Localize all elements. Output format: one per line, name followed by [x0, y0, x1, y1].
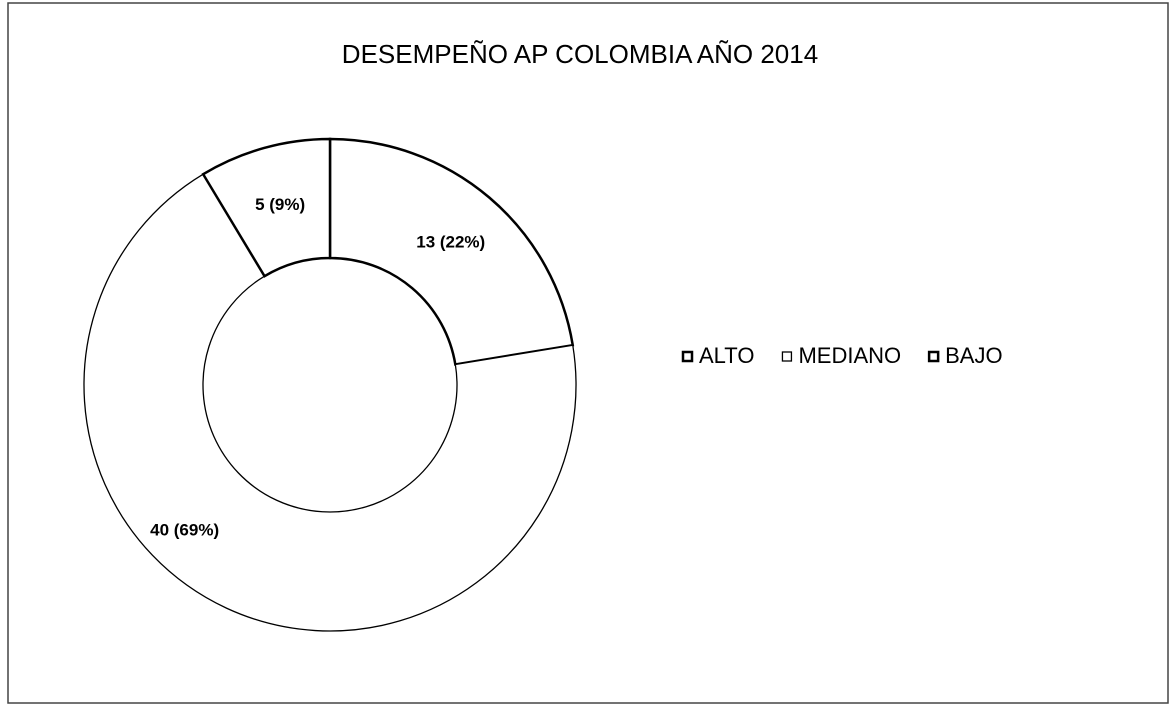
- donut-segment: [328, 137, 575, 366]
- chart-title: DESEMPEÑO AP COLOMBIA AÑO 2014: [342, 39, 818, 69]
- data-label: 5 (9%): [255, 195, 305, 214]
- donut-segment: [83, 173, 577, 632]
- data-label: 40 (69%): [150, 520, 219, 539]
- data-label: 13 (22%): [416, 232, 485, 251]
- legend-label: MEDIANO: [798, 343, 901, 368]
- legend-marker: [781, 351, 793, 362]
- legend-label: BAJO: [945, 343, 1002, 368]
- donut-segment: [201, 137, 332, 278]
- legend-marker: [681, 350, 694, 363]
- legend-label: ALTO: [699, 343, 754, 368]
- legend-marker: [927, 350, 940, 363]
